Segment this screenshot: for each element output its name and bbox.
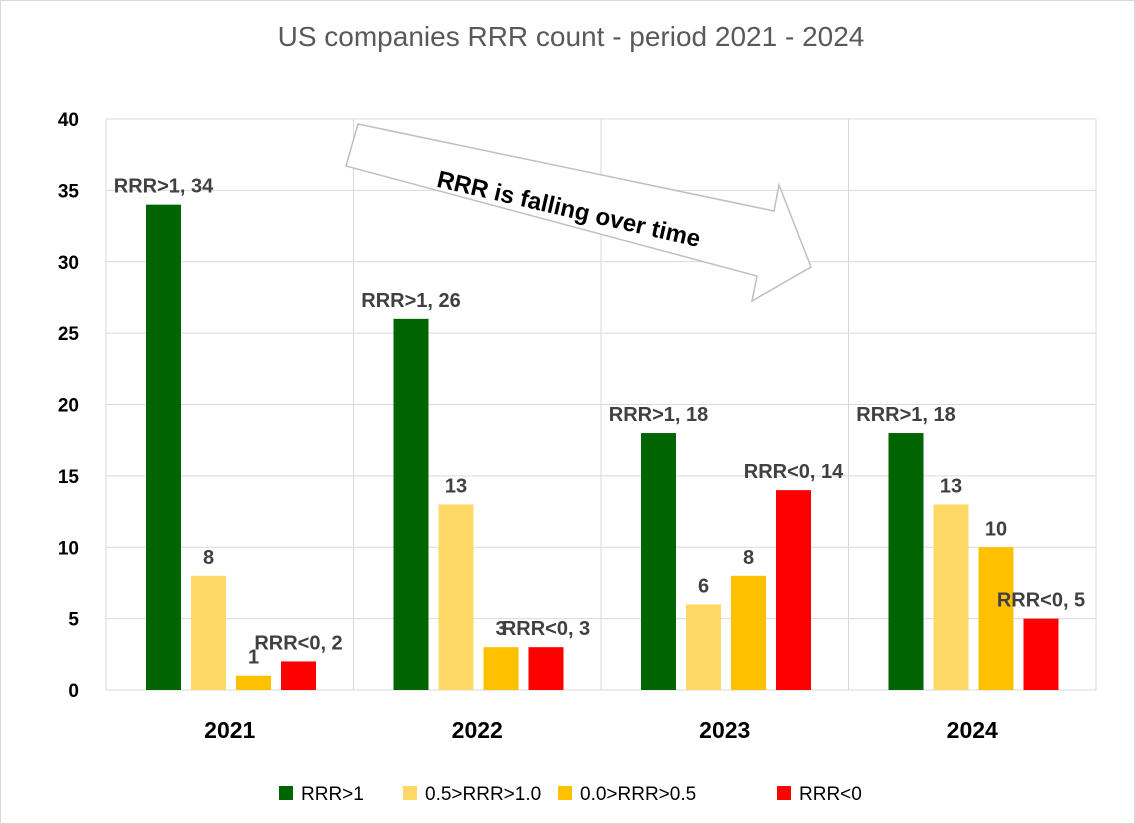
y-tick-label: 25 bbox=[58, 324, 80, 345]
y-tick-label: 10 bbox=[58, 538, 79, 559]
bar-2022-series-0 bbox=[393, 318, 429, 690]
legend-label: RRR>1 bbox=[301, 784, 364, 805]
bar-2022-series-2 bbox=[483, 647, 519, 690]
legend-label: 0.5>RRR>1.0 bbox=[425, 784, 541, 805]
bar-2024-series-3 bbox=[1023, 618, 1059, 690]
data-label: RRR<0, 14 bbox=[744, 461, 844, 483]
data-label: RRR>1, 18 bbox=[856, 404, 956, 426]
data-label: RRR>1, 26 bbox=[361, 290, 461, 312]
data-label: 8 bbox=[203, 547, 214, 569]
bars-layer: 2021 2022 2023 2024 bbox=[146, 204, 1059, 743]
bar-2024-series-0 bbox=[888, 433, 924, 690]
bar-2023-series-3 bbox=[776, 490, 811, 690]
legend-swatch bbox=[279, 786, 293, 800]
legend-swatch bbox=[777, 786, 791, 800]
data-label: 8 bbox=[743, 547, 754, 569]
data-label: RRR<0, 5 bbox=[997, 590, 1085, 612]
bar-2023-series-0 bbox=[641, 433, 676, 690]
trend-arrow: RRR is falling over time bbox=[345, 123, 812, 303]
data-label: 3 bbox=[495, 618, 506, 640]
data-label: RRR<0, 3 bbox=[502, 618, 590, 640]
arrow-shape bbox=[345, 123, 812, 303]
legend-swatch bbox=[403, 786, 417, 800]
legend-swatch bbox=[558, 786, 572, 800]
chart-title: US companies RRR count - period 2021 - 2… bbox=[278, 21, 865, 52]
x-tick-label: 2023 bbox=[699, 717, 750, 743]
x-tick-label: 2024 bbox=[947, 717, 998, 743]
y-tick-label: 15 bbox=[58, 467, 80, 488]
bar-2024-series-1 bbox=[933, 504, 969, 690]
bar-2022-series-1 bbox=[438, 504, 474, 690]
y-tick-label: 35 bbox=[58, 181, 80, 202]
data-label: 1 bbox=[248, 647, 259, 669]
y-tick-label: 0 bbox=[68, 681, 79, 702]
data-label: RRR>1, 18 bbox=[609, 404, 709, 426]
data-label: RRR<0, 2 bbox=[254, 632, 342, 654]
x-tick-label: 2021 bbox=[204, 717, 255, 743]
bar-2021-series-1 bbox=[191, 575, 226, 690]
data-label: 6 bbox=[698, 575, 709, 597]
bar-2021-series-0 bbox=[146, 204, 181, 690]
bar-2023-series-2 bbox=[731, 575, 766, 690]
data-label: RRR>1, 34 bbox=[114, 176, 214, 198]
bar-2021-series-3 bbox=[281, 661, 316, 690]
y-tick-label: 20 bbox=[58, 396, 79, 417]
data-label: 10 bbox=[985, 518, 1007, 540]
bar-2022-series-3 bbox=[528, 647, 564, 690]
legend: RRR>1 0.5>RRR>1.0 0.0>RRR>0.5 RRR<0 bbox=[279, 784, 862, 805]
bar-2021-series-2 bbox=[236, 675, 271, 690]
x-tick-label: 2022 bbox=[452, 717, 503, 743]
legend-label: RRR<0 bbox=[799, 784, 862, 805]
legend-label: 0.0>RRR>0.5 bbox=[580, 784, 696, 805]
y-tick-label: 40 bbox=[58, 110, 79, 131]
bar-2023-series-1 bbox=[686, 604, 721, 690]
y-tick-label: 30 bbox=[58, 253, 79, 274]
data-label: 13 bbox=[940, 475, 962, 497]
data-label: 13 bbox=[445, 475, 467, 497]
y-tick-label: 5 bbox=[68, 610, 79, 631]
bar-2024-series-2 bbox=[978, 547, 1014, 690]
